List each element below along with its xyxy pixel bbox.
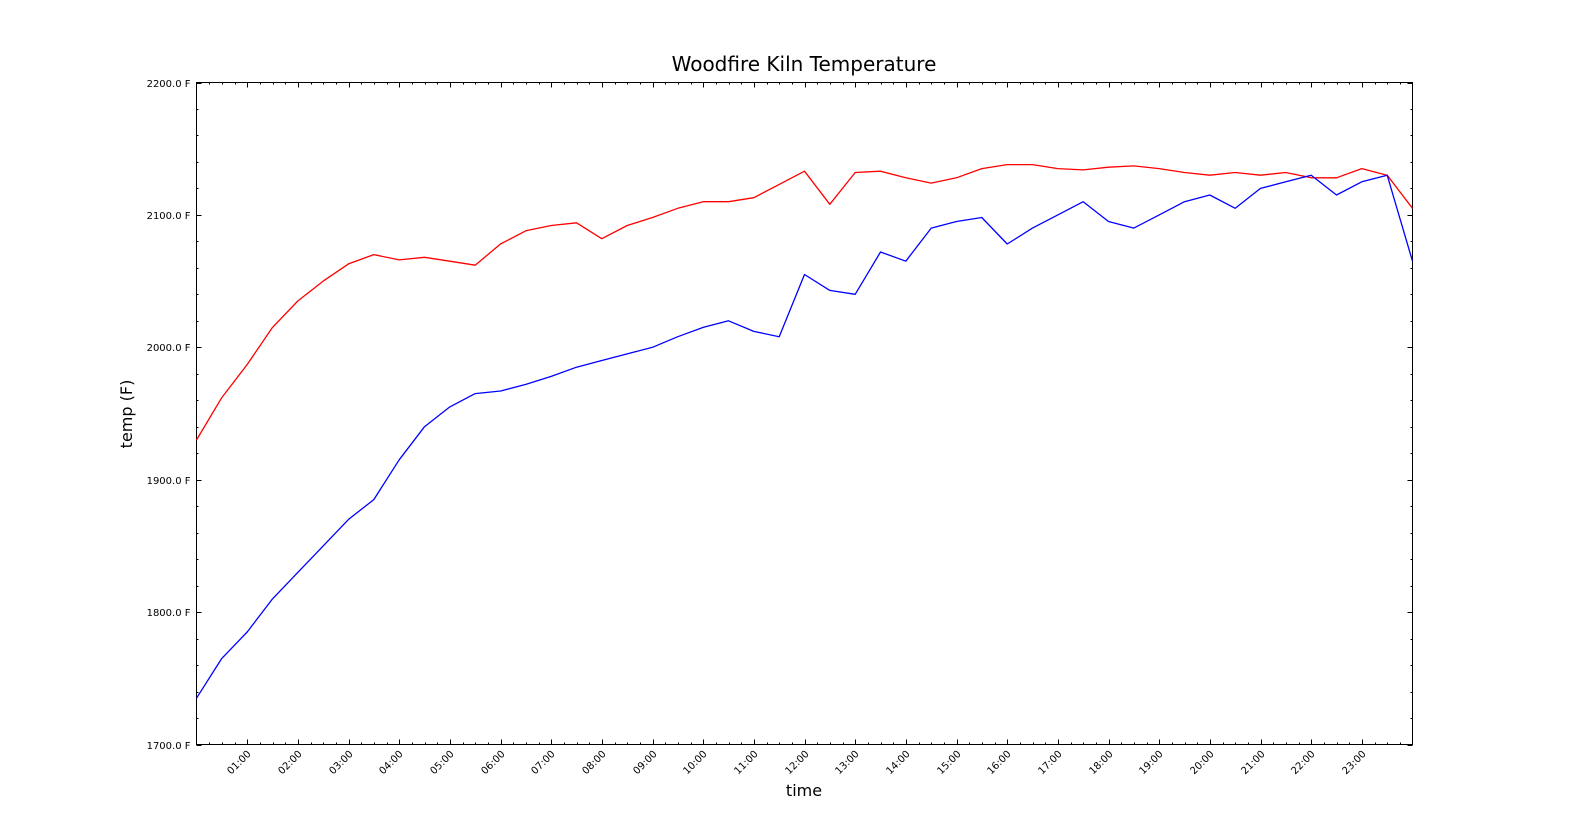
y-axis: 1700.0 F 1800.0 F 1900.0 F 2000.0 F 2100.0 F… <box>147 79 1413 752</box>
x-tick-label: 09:00 <box>631 749 659 777</box>
y-tick-label: 1800.0 F <box>147 608 191 619</box>
x-tick-label: 01:00 <box>225 749 253 777</box>
x-tick-label: 11:00 <box>732 749 760 777</box>
x-tick-label: 21:00 <box>1239 749 1267 777</box>
series-line-0 <box>195 163 1414 441</box>
x-tick-label: 13:00 <box>833 749 861 777</box>
series-layer <box>195 163 1414 699</box>
y-tick-label: 2200.0 F <box>147 79 191 90</box>
plot-area <box>195 82 1414 745</box>
x-tick-label: 23:00 <box>1340 749 1368 777</box>
y-tick-label: 1900.0 F <box>147 476 191 487</box>
x-tick-label: 17:00 <box>1036 749 1064 777</box>
x-axis: 01:00 02:00 03:00 04:00 05:00 06:00 07:00 08:00… <box>209 82 1401 777</box>
x-tick-label: 14:00 <box>884 749 912 777</box>
x-tick-label: 08:00 <box>580 749 608 777</box>
y-tick-label: 1700.0 F <box>147 741 191 752</box>
x-tick-label: 22:00 <box>1289 749 1317 777</box>
x-tick-label: 20:00 <box>1188 749 1216 777</box>
x-tick-label: 15:00 <box>935 749 963 777</box>
x-tick-label: 05:00 <box>428 749 456 777</box>
x-tick-label: 10:00 <box>681 749 709 777</box>
chart-title: Woodfire Kiln Temperature <box>672 52 937 76</box>
y-tick-label: 2000.0 F <box>147 343 191 354</box>
x-tick-label: 12:00 <box>783 749 811 777</box>
y-tick-label: 2100.0 F <box>147 211 191 222</box>
x-tick-label: 03:00 <box>327 749 355 777</box>
y-axis-label: temp (F) <box>117 380 136 449</box>
x-tick-label: 04:00 <box>377 749 405 777</box>
x-axis-label: time <box>786 781 822 800</box>
x-tick-label: 16:00 <box>985 749 1013 777</box>
x-tick-label: 06:00 <box>479 749 507 777</box>
x-tick-label: 19:00 <box>1137 749 1165 777</box>
series-line-1 <box>195 174 1414 699</box>
x-tick-label: 02:00 <box>276 749 304 777</box>
x-tick-label: 07:00 <box>529 749 557 777</box>
x-tick-label: 18:00 <box>1087 749 1115 777</box>
plot-frame <box>196 82 1413 745</box>
